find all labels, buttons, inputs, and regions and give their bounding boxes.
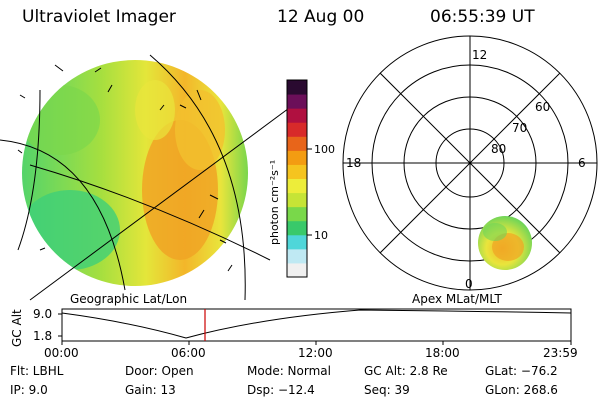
status-gc-alt: GC Alt: 2.8 Re [364, 364, 448, 378]
coastline-lines [17, 64, 233, 272]
timeline-xtick-1: 06:00 [171, 346, 206, 360]
lat-label-70: 70 [512, 121, 527, 135]
lat-label-80: 80 [491, 142, 506, 156]
mlt-label-top: 12 [472, 48, 487, 62]
colorbar-segment [287, 136, 307, 151]
altitude-timeline: 9.0 1.8 GC Alt 00:00 06:00 12:00 18:00 2… [10, 307, 578, 360]
instrument-title: Ultraviolet Imager [22, 7, 176, 27]
timeline-xtick-0: 00:00 [44, 346, 79, 360]
timeline-ytick-max: 9.0 [33, 307, 52, 321]
status-door: Door: Open [125, 364, 194, 378]
status-glon: GLon: 268.6 [485, 383, 558, 397]
timeline-xtick-4: 23:59 [543, 346, 578, 360]
polar-plot: 12 18 6 0 60 70 80 [342, 35, 598, 291]
colorbar-segment [287, 164, 307, 179]
timeline-ytick-min: 1.8 [33, 329, 52, 343]
status-gain: Gain: 13 [125, 383, 176, 397]
colorbar-segment [287, 178, 307, 194]
colorbar-tick-10: 10 [314, 229, 328, 242]
status-glat: GLat: −76.2 [485, 364, 558, 378]
geo-panel-label: Geographic Lat/Lon [70, 292, 187, 306]
lat-label-60: 60 [535, 100, 550, 114]
date-label: 12 Aug 00 [277, 7, 365, 27]
colorbar-segment [287, 192, 307, 208]
time-label: 06:55:39 UT [430, 7, 535, 27]
auroral-oval-blob [478, 216, 532, 270]
colorbar-segment [287, 262, 307, 278]
status-filter: Flt: LBHL [10, 364, 64, 378]
colorbar-segment [287, 248, 307, 264]
mlt-label-left: 18 [346, 156, 361, 170]
timeline-xtick-2: 12:00 [298, 346, 333, 360]
status-ip: IP: 9.0 [10, 383, 48, 397]
geo-grid-lines [0, 54, 301, 301]
colorbar-segment [287, 122, 307, 137]
colorbar-tick-100: 100 [314, 143, 335, 156]
colorbar-segment [287, 234, 307, 250]
colorbar: 100 10 photon cm⁻²s⁻¹ [268, 79, 335, 278]
mlt-label-bottom: 0 [465, 277, 473, 291]
colorbar-segment [287, 206, 307, 222]
colorbar-label: photon cm⁻²s⁻¹ [268, 160, 281, 245]
polar-panel-label: Apex MLat/MLT [412, 292, 502, 306]
mlt-label-right: 6 [578, 156, 586, 170]
uv-disk-image [0, 54, 301, 301]
colorbar-segment [287, 220, 307, 236]
timeline-xtick-3: 18:00 [425, 346, 460, 360]
status-seq: Seq: 39 [364, 383, 410, 397]
colorbar-segment [287, 150, 307, 165]
colorbar-segment [287, 94, 307, 109]
status-dsp: Dsp: −12.4 [247, 383, 315, 397]
timeline-ylabel: GC Alt [10, 309, 24, 347]
colorbar-segment [287, 108, 307, 123]
colorbar-segment [287, 80, 307, 95]
status-mode: Mode: Normal [247, 364, 331, 378]
